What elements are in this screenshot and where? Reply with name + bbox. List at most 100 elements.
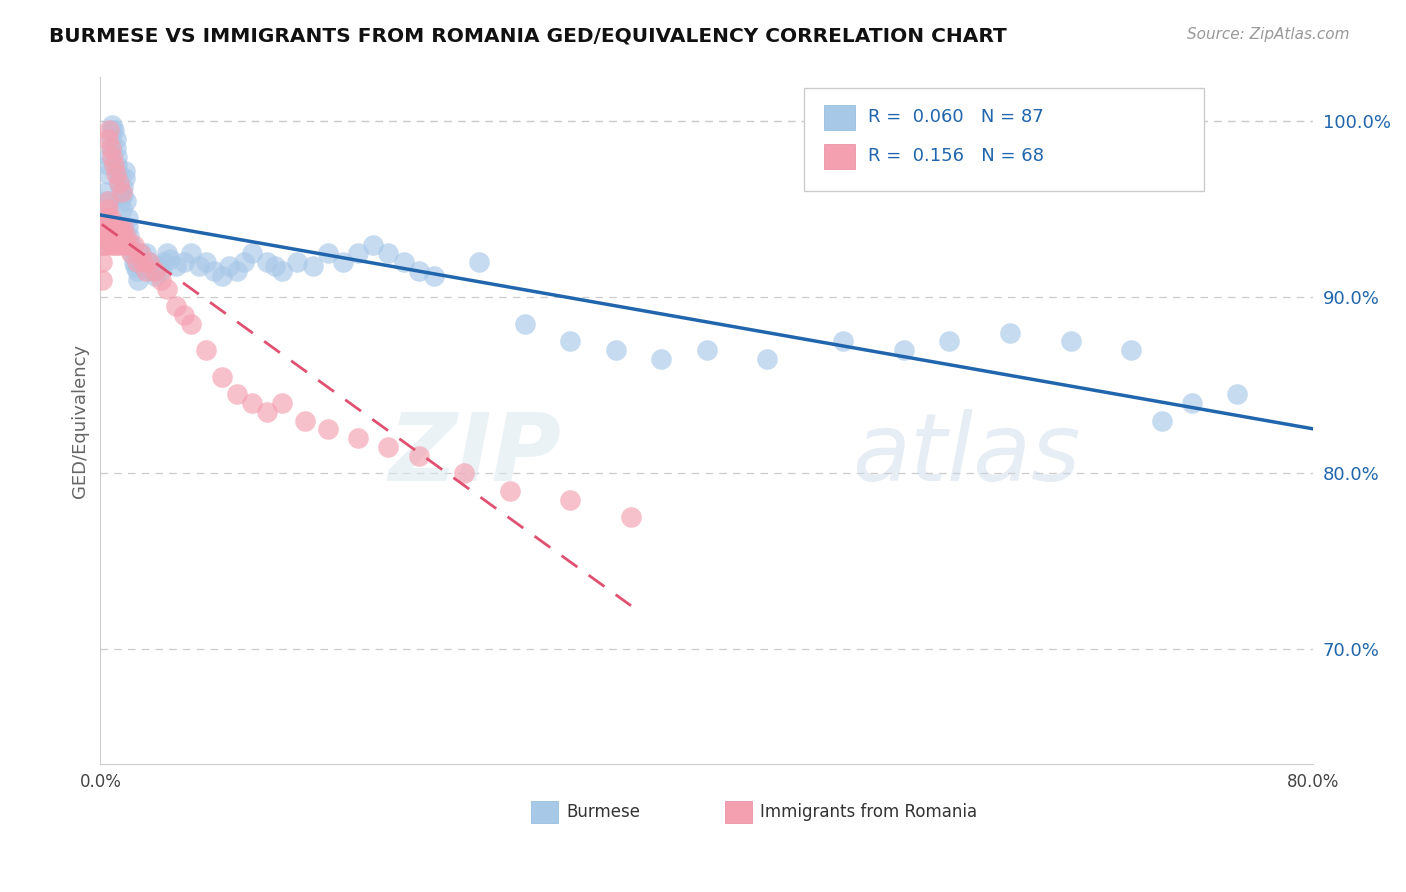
Point (107, 228, 129, 243)
Point (271, 264, 294, 278)
Point (392, 255, 415, 269)
Point (211, 369, 233, 384)
Point (101, 228, 124, 243)
Point (100, 141, 122, 155)
Point (271, 396, 294, 410)
Point (117, 220, 139, 235)
Point (287, 255, 309, 269)
Point (118, 228, 141, 243)
Point (98, 150, 121, 164)
Text: R =  0.156   N = 68: R = 0.156 N = 68 (868, 147, 1045, 165)
Point (110, 185, 132, 199)
Point (132, 259, 155, 273)
Point (1226, 387, 1249, 401)
Point (153, 255, 176, 269)
Point (114, 163, 136, 178)
Point (104, 132, 127, 146)
Point (218, 259, 240, 273)
Point (101, 220, 124, 235)
Point (138, 255, 160, 269)
Point (107, 220, 129, 235)
Point (96, 228, 118, 243)
Point (143, 269, 166, 284)
Y-axis label: GED/Equivalency: GED/Equivalency (72, 343, 89, 498)
Point (124, 259, 146, 273)
Text: Burmese: Burmese (567, 804, 640, 822)
Point (100, 211, 122, 226)
Point (96, 237, 118, 252)
Point (195, 255, 218, 269)
Point (128, 246, 150, 260)
FancyBboxPatch shape (804, 87, 1204, 191)
Point (96, 185, 118, 199)
Text: BURMESE VS IMMIGRANTS FROM ROMANIA GED/EQUIVALENCY CORRELATION CHART: BURMESE VS IMMIGRANTS FROM ROMANIA GED/E… (49, 27, 1007, 45)
Point (115, 194, 138, 208)
Point (408, 264, 430, 278)
Point (408, 449, 430, 463)
Point (96, 220, 118, 235)
Point (347, 431, 370, 445)
FancyBboxPatch shape (824, 144, 855, 169)
Point (141, 264, 163, 278)
Point (104, 141, 127, 155)
Point (112, 188, 135, 202)
Point (159, 252, 181, 266)
Point (650, 351, 672, 366)
Point (122, 237, 145, 252)
Point (225, 387, 247, 401)
Point (361, 237, 384, 252)
Text: Immigrants from Romania: Immigrants from Romania (761, 804, 977, 822)
Point (240, 396, 263, 410)
Point (423, 269, 446, 284)
Point (499, 483, 522, 498)
Point (97, 211, 120, 226)
Point (110, 202, 132, 217)
Point (347, 246, 370, 260)
Point (560, 492, 582, 507)
Point (97, 158, 120, 172)
Point (696, 343, 718, 358)
Point (332, 255, 354, 269)
Point (104, 167, 127, 181)
Point (120, 246, 142, 260)
Point (1181, 396, 1204, 410)
Point (146, 259, 169, 273)
Point (108, 194, 131, 208)
Point (125, 255, 148, 269)
Point (453, 467, 475, 481)
Point (233, 255, 256, 269)
Point (101, 118, 124, 132)
Point (756, 351, 779, 366)
Point (135, 246, 157, 260)
Point (143, 264, 166, 278)
Point (135, 264, 157, 278)
Point (97, 132, 120, 146)
Point (98, 220, 121, 235)
Point (560, 334, 582, 349)
Point (100, 237, 122, 252)
Point (938, 334, 960, 349)
Text: R =  0.060   N = 87: R = 0.060 N = 87 (868, 108, 1043, 127)
Point (107, 167, 129, 181)
Point (98, 228, 121, 243)
Point (115, 228, 138, 243)
Point (93, 237, 115, 252)
Point (173, 255, 195, 269)
Text: atlas: atlas (852, 409, 1081, 500)
Point (377, 246, 399, 260)
Text: Source: ZipAtlas.com: Source: ZipAtlas.com (1187, 27, 1350, 42)
Point (150, 273, 173, 287)
Point (316, 422, 339, 436)
Point (98, 123, 121, 137)
Point (240, 246, 263, 260)
Point (513, 317, 536, 331)
Point (125, 264, 148, 278)
Point (110, 228, 132, 243)
Point (112, 228, 135, 243)
Point (156, 282, 179, 296)
Point (180, 317, 202, 331)
Point (97, 202, 120, 217)
Point (187, 259, 209, 273)
Point (180, 246, 202, 260)
Point (103, 123, 125, 137)
